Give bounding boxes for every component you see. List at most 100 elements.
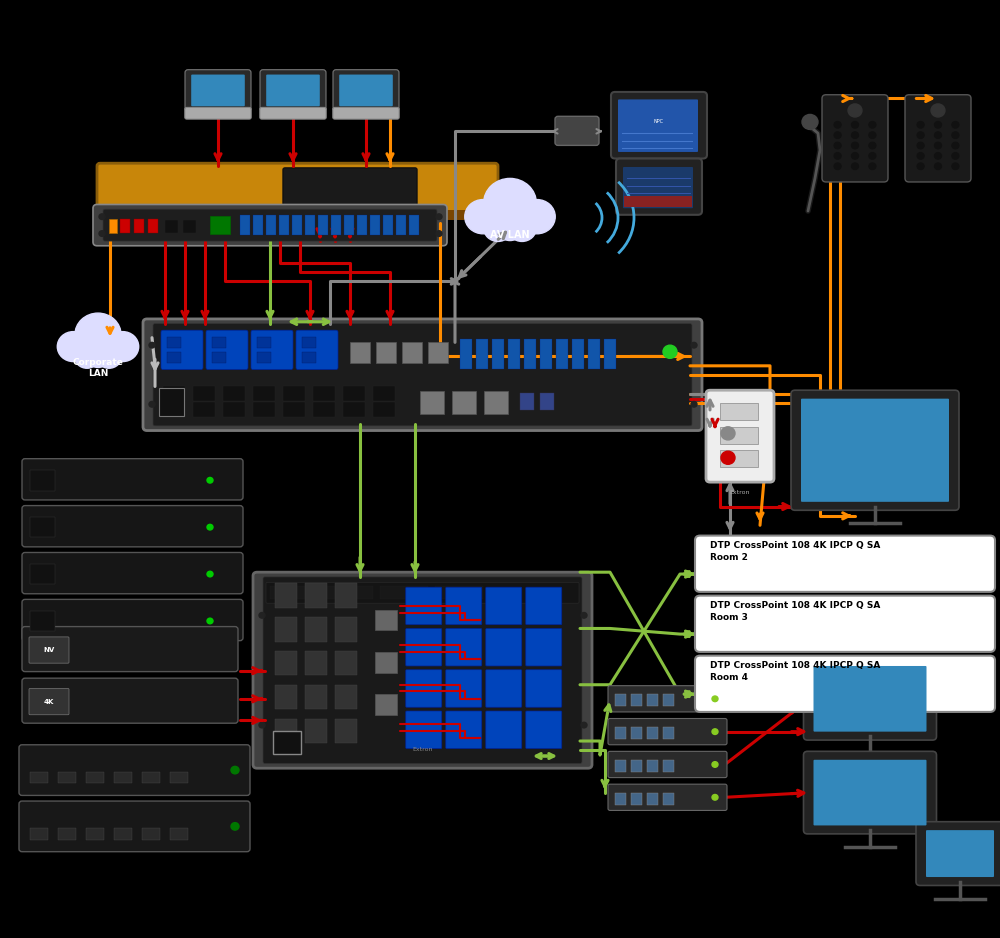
FancyBboxPatch shape — [526, 628, 562, 666]
FancyBboxPatch shape — [695, 596, 995, 652]
Circle shape — [852, 153, 858, 159]
FancyBboxPatch shape — [608, 784, 727, 810]
FancyBboxPatch shape — [608, 686, 727, 712]
Circle shape — [712, 794, 718, 800]
Bar — [100, 210, 495, 220]
Bar — [376, 342, 396, 363]
FancyBboxPatch shape — [296, 330, 338, 370]
Circle shape — [935, 153, 941, 159]
FancyBboxPatch shape — [905, 95, 971, 182]
Text: DTP CrossPoint 108 4K IPCP Q SA
Room 4: DTP CrossPoint 108 4K IPCP Q SA Room 4 — [710, 661, 880, 682]
Text: NV: NV — [43, 647, 55, 653]
Circle shape — [935, 122, 941, 129]
Bar — [279, 215, 289, 235]
Bar — [402, 342, 422, 363]
Bar — [240, 215, 250, 235]
Bar — [142, 828, 160, 840]
Bar — [336, 107, 396, 111]
Circle shape — [484, 215, 512, 241]
Circle shape — [935, 163, 941, 170]
Circle shape — [149, 342, 155, 348]
FancyBboxPatch shape — [97, 163, 498, 214]
FancyBboxPatch shape — [22, 506, 243, 547]
FancyBboxPatch shape — [22, 678, 238, 723]
Circle shape — [508, 215, 536, 241]
FancyBboxPatch shape — [283, 168, 417, 209]
Bar — [163, 386, 185, 401]
Circle shape — [663, 345, 677, 358]
Circle shape — [952, 143, 959, 149]
FancyBboxPatch shape — [260, 69, 326, 111]
Bar — [30, 611, 55, 631]
FancyBboxPatch shape — [29, 637, 69, 663]
Bar — [305, 215, 315, 235]
Bar — [492, 339, 504, 369]
Circle shape — [917, 153, 924, 159]
Bar — [335, 583, 357, 608]
FancyBboxPatch shape — [804, 751, 936, 834]
FancyBboxPatch shape — [22, 552, 243, 594]
Bar — [663, 694, 674, 706]
Circle shape — [259, 613, 265, 618]
Bar — [720, 427, 758, 444]
Circle shape — [834, 163, 841, 170]
Bar — [212, 352, 226, 363]
Bar — [375, 652, 397, 673]
Bar — [615, 727, 626, 739]
Circle shape — [519, 200, 555, 234]
Circle shape — [149, 401, 155, 407]
Bar — [109, 219, 117, 233]
Circle shape — [931, 104, 945, 117]
FancyBboxPatch shape — [608, 719, 727, 745]
FancyBboxPatch shape — [22, 627, 238, 672]
Bar — [520, 393, 534, 410]
FancyBboxPatch shape — [260, 108, 326, 119]
Circle shape — [917, 143, 924, 149]
Bar — [350, 342, 370, 363]
Circle shape — [691, 342, 697, 348]
Bar — [263, 107, 323, 111]
Bar — [631, 760, 642, 772]
Bar — [257, 337, 271, 348]
Circle shape — [107, 332, 139, 361]
FancyBboxPatch shape — [143, 319, 702, 431]
Bar — [318, 215, 328, 235]
Bar — [631, 793, 642, 805]
FancyBboxPatch shape — [446, 587, 482, 625]
Bar — [58, 772, 76, 783]
Circle shape — [721, 451, 735, 464]
FancyBboxPatch shape — [93, 204, 447, 246]
Bar — [302, 337, 316, 348]
Circle shape — [259, 722, 265, 728]
FancyBboxPatch shape — [926, 830, 994, 877]
Bar — [223, 386, 245, 401]
Circle shape — [852, 163, 858, 170]
FancyBboxPatch shape — [814, 760, 926, 825]
Bar — [540, 393, 554, 410]
FancyBboxPatch shape — [611, 92, 707, 159]
FancyBboxPatch shape — [191, 74, 245, 106]
Bar — [647, 727, 658, 739]
Bar — [325, 586, 373, 599]
Circle shape — [869, 163, 876, 170]
FancyBboxPatch shape — [406, 711, 442, 749]
Bar — [170, 828, 188, 840]
Circle shape — [852, 143, 858, 149]
Circle shape — [207, 524, 213, 530]
Text: DTP CrossPoint 108 4K IPCP Q SA
Room 2: DTP CrossPoint 108 4K IPCP Q SA Room 2 — [710, 541, 880, 562]
Bar — [631, 694, 642, 706]
Circle shape — [231, 823, 239, 830]
Bar — [266, 215, 276, 235]
Text: Extron: Extron — [730, 490, 750, 494]
FancyBboxPatch shape — [266, 582, 579, 603]
Bar — [302, 352, 316, 363]
FancyBboxPatch shape — [555, 116, 599, 145]
Bar — [524, 339, 536, 369]
Bar — [335, 685, 357, 709]
FancyBboxPatch shape — [103, 209, 437, 241]
FancyBboxPatch shape — [19, 801, 250, 852]
Bar — [30, 828, 48, 840]
FancyBboxPatch shape — [526, 587, 562, 625]
Bar — [270, 586, 318, 599]
Circle shape — [952, 153, 959, 159]
